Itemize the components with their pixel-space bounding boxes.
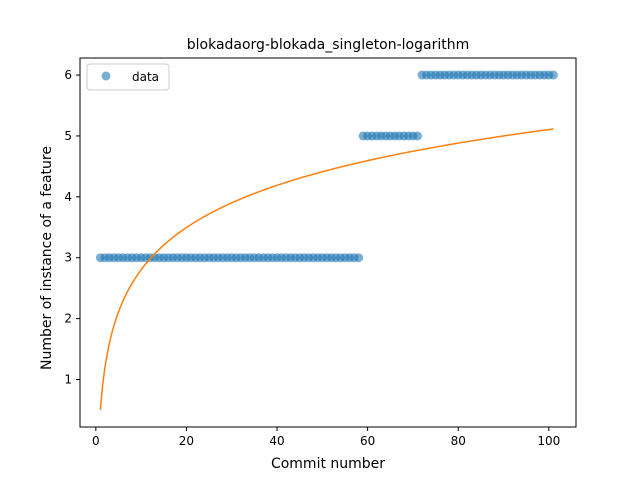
y-tick-label: 5 xyxy=(64,129,72,143)
data-point xyxy=(548,70,558,80)
data-point xyxy=(412,131,422,141)
y-tick-label: 3 xyxy=(64,251,72,265)
plot-area xyxy=(95,70,558,411)
x-tick-label: 80 xyxy=(451,434,466,448)
fit-line xyxy=(99,128,554,411)
y-axis-label: Number of instance of a feature xyxy=(39,146,55,370)
y-tick-label: 2 xyxy=(64,312,72,326)
y-tick-label: 6 xyxy=(64,68,72,82)
x-tick-label: 100 xyxy=(537,434,560,448)
y-tick-label: 1 xyxy=(64,373,72,387)
axes: 0 20 40 60 80 100 1 2 3 4 5 6 xyxy=(64,57,577,448)
y-tick-label: 4 xyxy=(64,190,72,204)
legend-marker xyxy=(101,71,111,81)
legend-label: data xyxy=(132,70,159,84)
x-tick-label: 20 xyxy=(179,434,194,448)
axes-frame xyxy=(79,57,577,428)
chart-title: blokadaorg-blokada_singleton-logarithm xyxy=(187,37,470,53)
legend: data xyxy=(86,63,170,91)
x-tick-label: 0 xyxy=(92,434,100,448)
x-tick-label: 60 xyxy=(360,434,375,448)
data-point xyxy=(354,253,364,263)
legend-box xyxy=(86,63,170,91)
x-tick-label: 40 xyxy=(269,434,284,448)
x-axis-label: Commit number xyxy=(271,456,385,472)
